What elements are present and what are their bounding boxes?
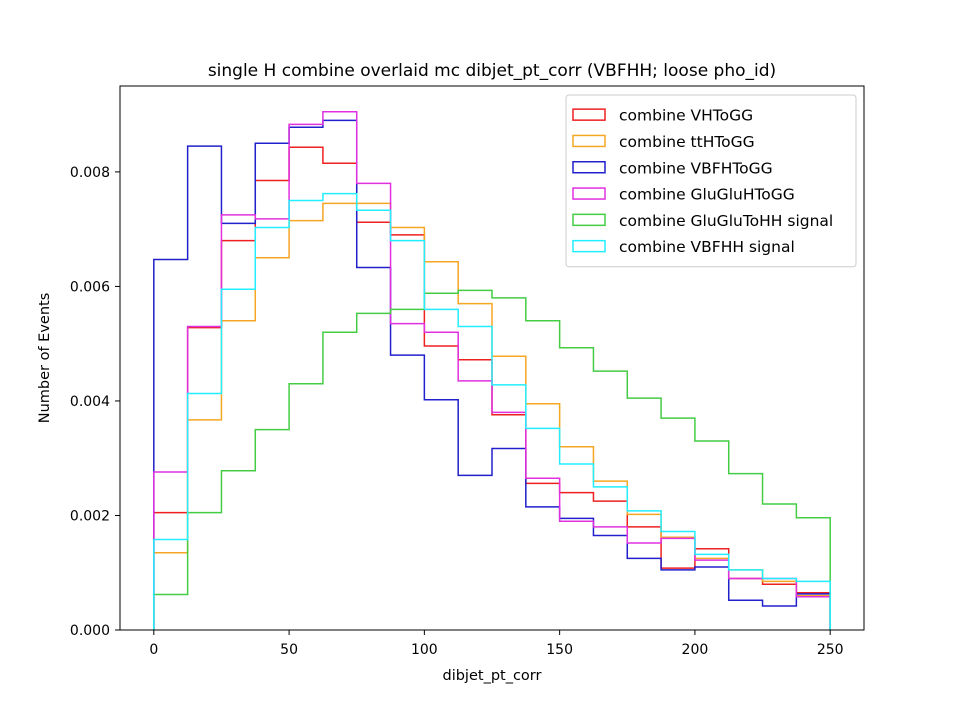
- legend: combine VHToGG combine ttHToGG combine VBF…: [565, 94, 857, 268]
- plot-frame: [119, 85, 865, 631]
- y-axis: 0.000 0.002 0.004 0.006 0.008: [70, 165, 120, 639]
- legend-swatch: [572, 239, 606, 253]
- legend-label: combine ttHToGG: [619, 133, 755, 151]
- y-tick-label: 0.006: [70, 279, 110, 295]
- legend-swatch: [572, 134, 606, 148]
- chart-title: single H combine overlaid mc dibjet_pt_c…: [208, 61, 776, 81]
- y-tick-label: 0.004: [70, 394, 110, 410]
- y-tick-label: 0.008: [70, 165, 110, 181]
- legend-label: combine GluGluHToGG: [619, 186, 795, 204]
- legend-swatch: [572, 187, 606, 200]
- y-axis-label: Number of Events: [37, 293, 53, 424]
- x-tick-label: 250: [817, 642, 844, 658]
- legend-label: combine VHToGG: [619, 107, 753, 125]
- x-axis-label: dibjet_pt_corr: [443, 668, 542, 684]
- x-tick-label: 50: [280, 642, 298, 658]
- legend-label: combine VBFHToGG: [619, 159, 773, 177]
- y-tick-label: 0.002: [70, 508, 110, 524]
- x-tick-label: 150: [546, 642, 573, 658]
- series-5-step-line: [153, 192, 831, 630]
- x-axis: 0 50 100 150 200 250: [149, 630, 844, 658]
- legend-swatch: [572, 108, 606, 121]
- x-tick-label: 200: [682, 642, 709, 658]
- legend-box: [565, 94, 857, 268]
- x-tick-label: 100: [411, 642, 438, 658]
- legend-label: combine VBFHH signal: [619, 238, 795, 256]
- legend-label: combine GluGluToHH signal: [619, 212, 833, 230]
- x-tick-label: 0: [149, 642, 158, 658]
- series-layer: [153, 111, 831, 630]
- y-tick-label: 0.000: [70, 623, 110, 639]
- legend-swatch: [572, 213, 606, 227]
- series-4-step-line: [153, 289, 831, 630]
- legend-swatch: [572, 161, 606, 174]
